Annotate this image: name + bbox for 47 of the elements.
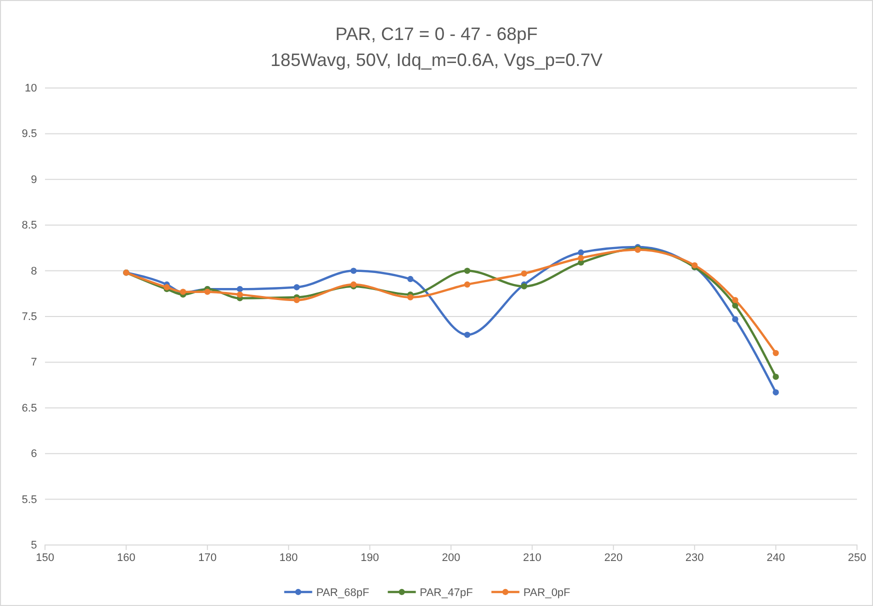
point	[464, 332, 470, 338]
x-tick-label: 170	[198, 552, 217, 564]
chart-title: PAR, C17 = 0 - 47 - 68pF	[335, 24, 538, 44]
y-tick-label: 10	[24, 82, 37, 95]
legend-label: PAR_68pF	[316, 587, 370, 599]
y-tick-label: 5	[30, 540, 37, 552]
y-tick-label: 9.5	[22, 128, 37, 140]
point	[732, 316, 738, 322]
chart-subtitle: 185Wavg, 50V, Idq_m=0.6A, Vgs_p=0.7V	[270, 50, 602, 70]
point	[294, 284, 300, 290]
y-tick-label: 5.5	[22, 494, 37, 506]
point	[464, 268, 470, 274]
legend-label: PAR_0pF	[523, 587, 571, 599]
point	[732, 302, 738, 309]
x-tick-label: 250	[848, 552, 866, 564]
y-tick-label: 9	[30, 174, 37, 186]
legend-label: PAR_47pF	[420, 587, 474, 599]
point	[236, 291, 243, 298]
point	[407, 276, 414, 282]
point	[294, 296, 300, 304]
point	[407, 294, 414, 300]
point	[350, 268, 357, 274]
point	[772, 389, 779, 396]
point	[772, 350, 779, 356]
point	[520, 270, 528, 277]
x-tick-label: 220	[604, 552, 623, 564]
x-tick-label: 200	[442, 552, 460, 564]
point	[772, 374, 779, 380]
point	[578, 249, 584, 256]
x-tick-label: 210	[523, 552, 542, 564]
x-tick-label: 150	[36, 552, 54, 564]
y-tick-label: 7	[30, 356, 37, 369]
x-tick-label: 180	[279, 552, 298, 564]
point	[578, 254, 584, 262]
x-tick-label: 240	[766, 552, 785, 564]
x-tick-label: 230	[685, 552, 704, 564]
x-tick-label: 190	[360, 552, 379, 564]
y-tick-label: 8.5	[22, 220, 37, 232]
y-tick-label: 7.5	[22, 311, 37, 324]
point	[464, 281, 470, 288]
point	[236, 286, 243, 292]
y-tick-label: 8	[30, 265, 37, 278]
point	[732, 296, 738, 304]
x-tick-label: 160	[117, 552, 136, 564]
y-tick-label: 6	[30, 448, 37, 460]
y-tick-label: 6.5	[22, 402, 37, 414]
point	[204, 288, 210, 295]
